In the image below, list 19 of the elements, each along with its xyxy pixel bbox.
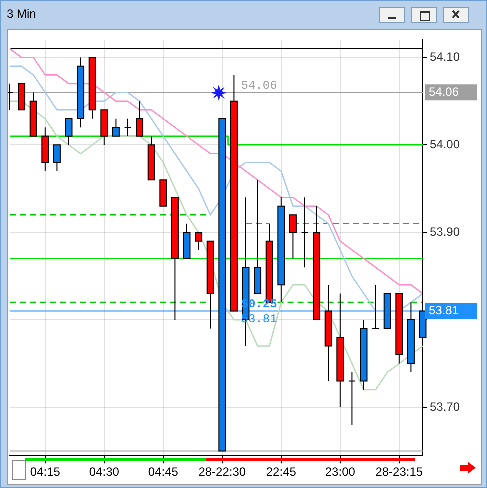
x-tick-label: 22:45 (266, 465, 297, 480)
x-tick-label: 28-22:30 (198, 465, 246, 480)
candlestick (124, 118, 132, 137)
x-tick-label: 23:00 (325, 465, 356, 480)
y-tick-label: 54.10 (430, 50, 460, 64)
candlestick (348, 372, 356, 426)
x-tick-label: 28-23:15 (376, 465, 424, 480)
x-tick-label: 04:30 (89, 465, 120, 480)
x-tick-label: 04:45 (148, 465, 179, 480)
candlestick (372, 284, 380, 330)
y-tick-label: 53.90 (430, 224, 460, 239)
y-tick-label: 54.00 (430, 137, 460, 152)
chart-title: 3 Min (7, 7, 36, 21)
annotation: 54.06 (241, 78, 278, 93)
candlestick (301, 197, 309, 268)
y-tick-label: 53.70 (430, 400, 460, 414)
ref-line-label: 53.81 (429, 304, 460, 318)
ref-line-label: 54.06 (429, 84, 460, 99)
x-tick-label: 04:15 (30, 465, 61, 480)
